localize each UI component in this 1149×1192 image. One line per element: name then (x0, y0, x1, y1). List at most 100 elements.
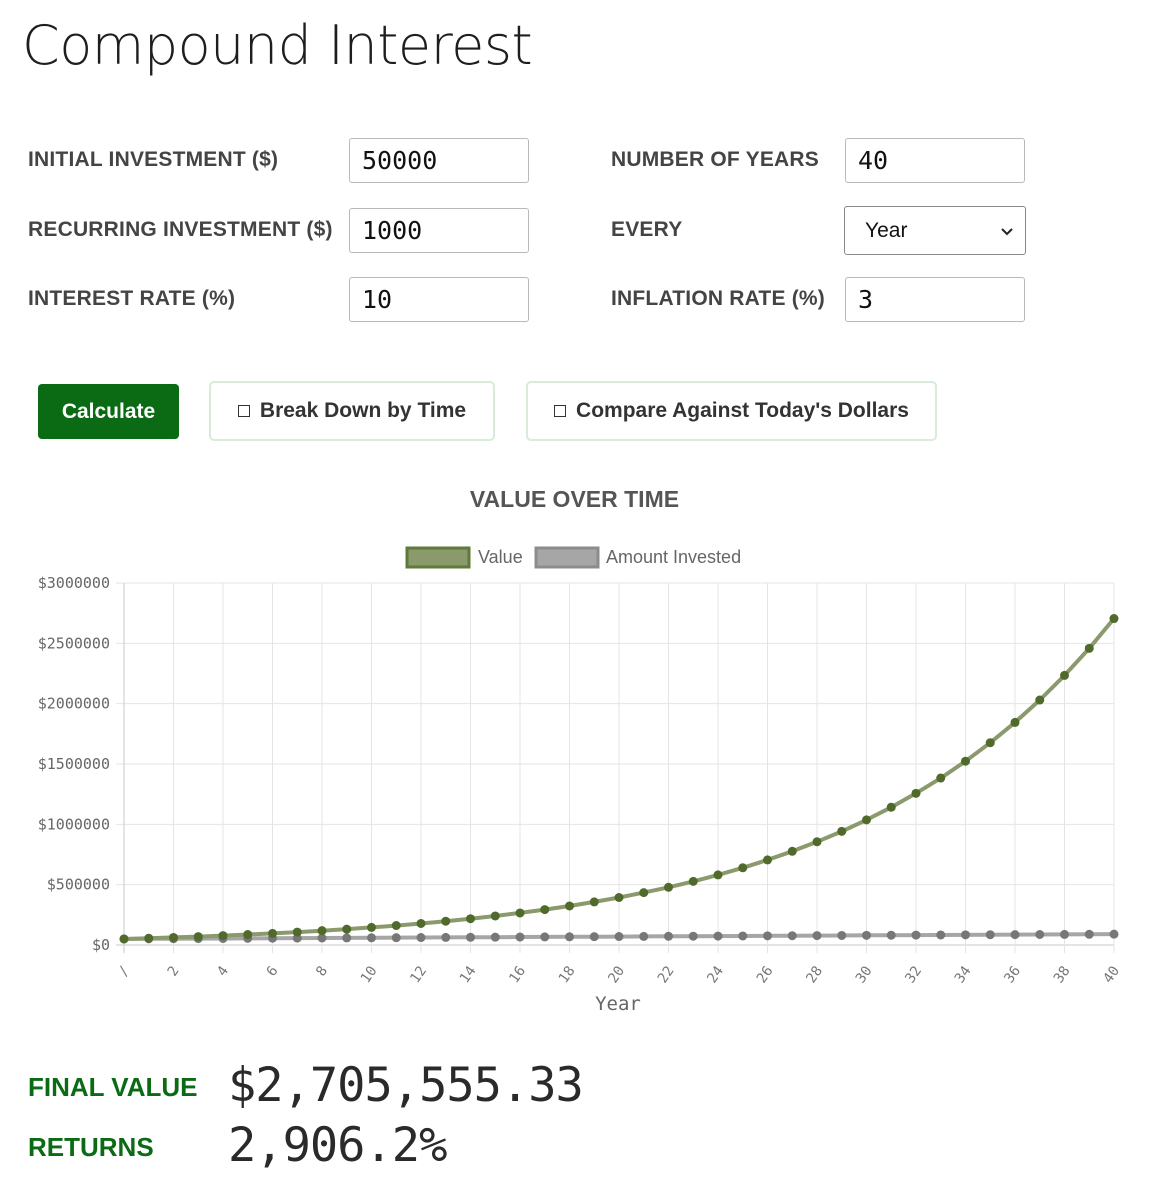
initial-investment-input[interactable] (349, 138, 529, 183)
value-point (837, 826, 847, 836)
invested-point (1109, 929, 1119, 939)
invested-point (391, 933, 401, 943)
value-point (614, 892, 624, 902)
x-axis-ticks: /2 4 6 8 10 12 14 16 18 20 22 24 26 28 30 32 34 36 38 40 (115, 963, 1123, 986)
break-down-by-time-toggle[interactable]: Break Down by Time (209, 381, 495, 441)
interest-rate-input[interactable] (349, 277, 529, 322)
value-point (416, 918, 426, 928)
value-point (664, 882, 673, 892)
invested-point (565, 932, 574, 942)
inflation-rate-input[interactable] (845, 277, 1025, 322)
compare-label: Compare Against Today's Dollars (576, 399, 909, 422)
invested-point (837, 930, 847, 940)
x-tick-label: 30 (853, 963, 876, 986)
number-of-years-label: NUMBER OF YEARS (611, 148, 819, 171)
value-point (367, 922, 376, 932)
chevron-down-icon (1001, 227, 1013, 235)
legend-label: Amount Invested (606, 547, 741, 567)
invested-point (911, 930, 921, 940)
y-tick-label: $500000 (47, 876, 110, 894)
x-tick-label: 20 (605, 963, 628, 986)
x-axis-label: Year (595, 993, 641, 1015)
x-tick-label: 10 (358, 963, 381, 986)
number-of-years-input[interactable] (845, 138, 1025, 183)
page-title: Compound Interest (22, 14, 533, 77)
x-tick-label: 18 (556, 963, 579, 986)
invested-point (738, 931, 748, 941)
value-over-time-chart: $0 $500000 $1000000 $1500000 $2000000 $250000… (38, 546, 1123, 1015)
calculate-button[interactable]: Calculate (38, 384, 179, 439)
value-point (515, 908, 525, 918)
invested-point (886, 930, 896, 940)
y-tick-label: $3000000 (38, 574, 110, 592)
value-point (961, 756, 970, 766)
invested-point (441, 932, 451, 942)
x-tick-label: 40 (1100, 963, 1123, 986)
chart-title: VALUE OVER TIME (469, 486, 680, 512)
compare-todays-dollars-toggle[interactable]: Compare Against Today's Dollars (526, 381, 937, 441)
x-tick-label: / (115, 963, 133, 979)
invested-point (787, 931, 797, 941)
value-point (391, 921, 401, 931)
interest-rate-label: INTEREST RATE (%) (28, 287, 236, 310)
value-point (565, 901, 574, 911)
x-tick-label: 2 (165, 963, 183, 979)
recurring-investment-input[interactable] (349, 208, 529, 253)
value-point (787, 846, 797, 856)
value-point (862, 815, 871, 825)
x-tick-label: 26 (754, 963, 777, 986)
value-point (886, 802, 896, 812)
value-point (688, 876, 698, 886)
invested-point (688, 931, 698, 941)
value-point (1010, 717, 1020, 727)
value-point (1084, 643, 1094, 653)
x-tick-label: 4 (214, 963, 232, 979)
value-point (936, 773, 946, 783)
value-point (1060, 670, 1069, 680)
x-tick-label: 24 (704, 963, 727, 986)
x-tick-label: 12 (407, 963, 430, 986)
invested-point (342, 933, 352, 943)
initial-investment-label: INITIAL INVESTMENT ($) (28, 148, 279, 171)
invested-point (985, 930, 995, 940)
checkbox-icon (554, 405, 567, 417)
invested-point (1010, 930, 1020, 940)
x-tick-label: 28 (803, 963, 826, 986)
invested-point (317, 933, 327, 943)
invested-point (664, 931, 673, 941)
value-point (243, 930, 253, 940)
value-point (218, 931, 228, 941)
invested-point (367, 933, 376, 943)
x-tick-label: 32 (902, 963, 925, 986)
value-point (639, 888, 649, 898)
invested-point (614, 932, 624, 942)
final-value-label: FINAL VALUE (28, 1072, 198, 1102)
final-value: $2,705,555.33 (228, 1058, 584, 1113)
invested-point (1060, 929, 1069, 939)
value-point (441, 916, 451, 926)
invested-point (862, 930, 871, 940)
chart-grid (116, 582, 1115, 953)
value-point (911, 788, 921, 798)
value-point (713, 870, 723, 880)
y-tick-label: $0 (92, 936, 110, 954)
x-tick-label: 22 (655, 963, 678, 986)
value-point (985, 738, 995, 748)
chart-legend: Value Amount Invested (405, 546, 741, 569)
recurring-investment-label: RECURRING INVESTMENT ($) (28, 218, 333, 241)
value-point (540, 905, 550, 915)
value-point (268, 928, 277, 938)
y-tick-label: $1500000 (38, 755, 110, 773)
invested-point (490, 932, 500, 942)
returns-value: 2,906.2% (228, 1118, 447, 1173)
invested-point (1035, 930, 1045, 940)
invested-point (1084, 929, 1094, 939)
every-select[interactable]: Year (844, 206, 1026, 255)
invested-point (515, 932, 525, 942)
value-point (812, 837, 822, 847)
value-point (292, 927, 302, 937)
x-tick-label: 16 (506, 963, 529, 986)
checkbox-icon (237, 405, 250, 417)
value-point (763, 855, 772, 865)
legend-swatch (405, 546, 471, 569)
